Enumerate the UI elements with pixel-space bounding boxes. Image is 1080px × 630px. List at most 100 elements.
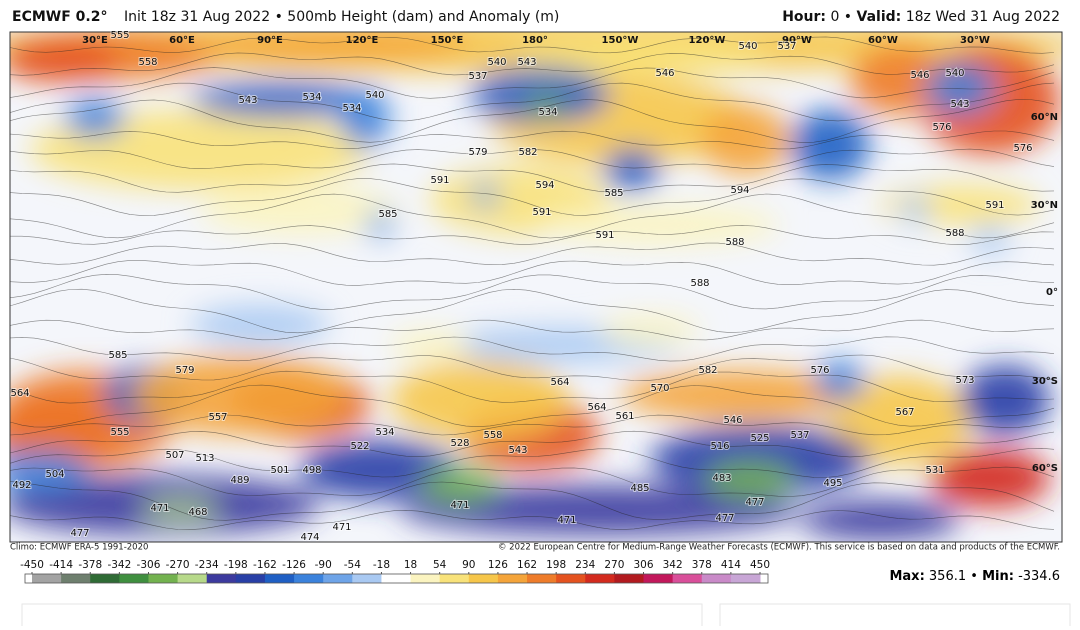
contour-label: 585 bbox=[378, 209, 397, 220]
climo-note: Climo: ECMWF ERA-5 1991-2020 bbox=[10, 543, 148, 553]
anomaly-blob bbox=[527, 95, 563, 115]
min-value: -334.6 bbox=[1018, 569, 1060, 584]
anomaly-blob bbox=[970, 225, 1010, 255]
contour-label: 483 bbox=[712, 473, 731, 484]
contour-label: 540 bbox=[738, 41, 757, 52]
bottom-panel bbox=[21, 603, 703, 630]
anomaly-blob bbox=[366, 211, 394, 239]
contour-line bbox=[10, 148, 1055, 170]
colorbar-swatch bbox=[264, 574, 295, 583]
hour: 0 • bbox=[830, 9, 852, 25]
copyright: © 2022 European Centre for Medium-Range … bbox=[498, 543, 1060, 553]
colorbar-swatch bbox=[585, 574, 615, 583]
anomaly-blob bbox=[190, 32, 470, 63]
longitude-label: 60°E bbox=[169, 35, 195, 46]
colorbar-tick-label: 378 bbox=[692, 559, 712, 571]
colorbar-tick-label: 126 bbox=[488, 559, 508, 571]
contour-line bbox=[10, 260, 1055, 286]
anomaly-blob bbox=[800, 500, 960, 540]
contour-line bbox=[10, 447, 1055, 478]
contour-label: 528 bbox=[450, 438, 469, 449]
colorbar-swatch bbox=[730, 574, 761, 583]
contour-label: 471 bbox=[332, 522, 351, 533]
contour-label: 558 bbox=[138, 57, 157, 68]
contour-line bbox=[10, 225, 1055, 246]
anomaly-blob bbox=[10, 450, 90, 490]
colorbar-swatch bbox=[410, 574, 441, 583]
contour-label: 537 bbox=[468, 71, 487, 82]
longitude-label: 150°E bbox=[431, 35, 464, 46]
contour-line bbox=[10, 430, 1055, 458]
contour-line bbox=[10, 466, 1055, 497]
latitude-label: 30°S bbox=[1032, 376, 1058, 387]
colorbar: -450 -414 -378 -342 -306 -270 -234 -198 -162 -126… bbox=[20, 559, 770, 584]
colorbar-tick-label: -342 bbox=[107, 559, 131, 571]
colorbar-tick-label: 270 bbox=[604, 559, 624, 571]
contour-label: 546 bbox=[655, 68, 674, 79]
colorbar-swatch bbox=[148, 574, 179, 583]
colorbar-swatch bbox=[61, 574, 91, 583]
contour-line bbox=[10, 414, 1055, 436]
anomaly-blob bbox=[815, 360, 865, 400]
contour-label: 558 bbox=[483, 430, 502, 441]
contour-line bbox=[10, 370, 1055, 404]
contour-label: 570 bbox=[650, 383, 669, 394]
contour-label: 543 bbox=[950, 99, 969, 110]
contour-label: 516 bbox=[710, 441, 729, 452]
contour-label: 579 bbox=[175, 365, 194, 376]
contour-label: 525 bbox=[750, 433, 769, 444]
anomaly-blob bbox=[420, 467, 500, 503]
contour-label: 591 bbox=[532, 207, 551, 218]
anomaly-blob bbox=[340, 88, 390, 148]
anomaly-blob bbox=[470, 67, 610, 123]
contour-line bbox=[10, 273, 1055, 310]
anomaly-blob bbox=[930, 448, 1050, 508]
anomaly-blob bbox=[10, 38, 120, 82]
contour-label: 534 bbox=[375, 427, 394, 438]
anomaly-blob bbox=[540, 205, 780, 245]
longitude-label: 60°W bbox=[868, 35, 898, 46]
contour-label: 582 bbox=[518, 147, 537, 158]
colorbar-tick-label: 342 bbox=[663, 559, 683, 571]
contour-label: 498 bbox=[302, 465, 321, 476]
contour-line bbox=[10, 163, 1055, 193]
longitude-label: 180° bbox=[522, 35, 548, 46]
max-value: 356.1 • bbox=[929, 569, 978, 584]
colorbar-swatch bbox=[497, 574, 528, 583]
contour-label: 543 bbox=[238, 95, 257, 106]
contour-line bbox=[10, 193, 1055, 239]
stats: Max: 356.1 • Min: -334.6 bbox=[889, 569, 1060, 584]
contour-label: 576 bbox=[1013, 143, 1032, 154]
contour-label: 564 bbox=[10, 388, 29, 399]
contour-label: 546 bbox=[723, 415, 742, 426]
contour-line bbox=[10, 99, 1055, 143]
colorbar-tick-label: 306 bbox=[633, 559, 653, 571]
anomaly-blob bbox=[470, 183, 500, 207]
contour-label: 540 bbox=[487, 57, 506, 68]
colorbar-tick-label: -306 bbox=[137, 559, 161, 571]
anomaly-blob bbox=[620, 370, 860, 420]
contour-line bbox=[10, 52, 1055, 76]
colorbar-swatch bbox=[235, 574, 266, 583]
contour-label: 513 bbox=[195, 453, 214, 464]
contour-line bbox=[10, 178, 1055, 216]
colorbar-swatch bbox=[614, 574, 645, 583]
colorbar-tick-label: -54 bbox=[344, 559, 361, 571]
colorbar-swatch bbox=[527, 574, 557, 583]
max-label: Max: bbox=[889, 569, 924, 584]
contour-label: 501 bbox=[270, 465, 289, 476]
contour-label: 573 bbox=[955, 375, 974, 386]
anomaly-blob bbox=[400, 485, 800, 535]
latitude-label: 60°N bbox=[1031, 112, 1058, 123]
colorbar-swatch bbox=[294, 574, 324, 583]
contour-line bbox=[10, 242, 1055, 266]
latitude-label: 60°S bbox=[1032, 463, 1058, 474]
contour-label: 471 bbox=[557, 515, 576, 526]
contour-label: 477 bbox=[745, 497, 764, 508]
anomaly-blob bbox=[130, 355, 350, 435]
anomaly-blob bbox=[600, 315, 700, 345]
map-frame bbox=[9, 31, 1063, 543]
contour-label: 588 bbox=[690, 278, 709, 289]
contour-label: 471 bbox=[450, 500, 469, 511]
colorbar-tick-label: -90 bbox=[315, 559, 332, 571]
